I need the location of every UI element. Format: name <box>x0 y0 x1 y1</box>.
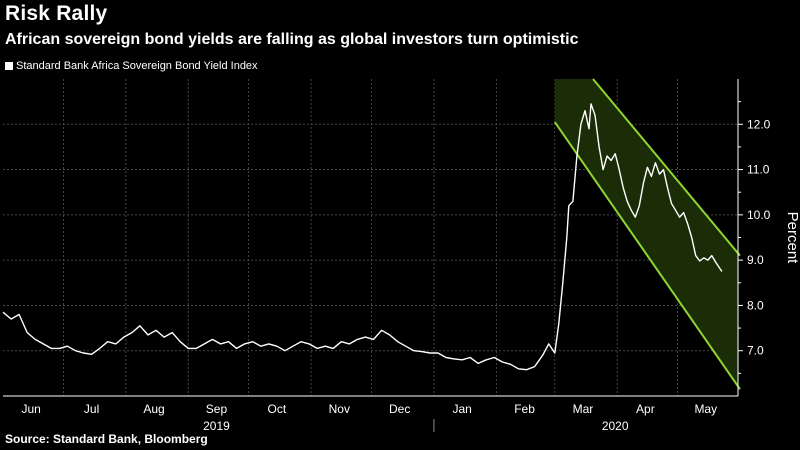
legend-label: Standard Bank Africa Sovereign Bond Yiel… <box>16 60 258 72</box>
x-tick-label: Jun <box>22 402 41 416</box>
x-tick-label: Jan <box>452 402 471 416</box>
series-line <box>2 103 723 371</box>
x-tick-label: Dec <box>389 402 410 416</box>
y-tick-label: 12.0 <box>747 117 771 131</box>
chart-title: Risk Rally <box>5 2 108 25</box>
x-tick-label: Jul <box>84 402 99 416</box>
y-axis-title: Percent <box>784 212 800 265</box>
chart-subtitle: African sovereign bond yields are fallin… <box>5 31 579 48</box>
x-tick-label: Apr <box>636 402 655 416</box>
channel-upper-line <box>592 78 741 257</box>
x-tick-label: Mar <box>573 402 594 416</box>
x-tick-label: Sep <box>206 402 228 416</box>
y-tick-label: 9.0 <box>747 253 764 267</box>
y-tick-label: 7.0 <box>747 344 764 358</box>
x-tick-label: Feb <box>514 402 535 416</box>
legend: Standard Bank Africa Sovereign Bond Yiel… <box>5 60 258 72</box>
x-tick-label: Oct <box>268 402 287 416</box>
channel-layer <box>553 78 741 390</box>
line-layer <box>2 103 723 371</box>
channel-lower-line <box>553 121 741 390</box>
channel-fill <box>554 79 738 387</box>
x-year-label: 2019 <box>203 419 230 433</box>
axis-layer: 7.0 8.0 9.0 10.0 11.0 12.0 Jun Jul Aug Sep Oct Nov D… <box>3 79 800 433</box>
legend-swatch <box>5 62 13 70</box>
x-tick-label: May <box>694 402 717 416</box>
source-note: Source: Standard Bank, Bloomberg <box>5 432 208 446</box>
x-tick-label: Nov <box>329 402 350 416</box>
x-year-label: 2020 <box>602 419 629 433</box>
y-tick-label: 11.0 <box>747 163 770 177</box>
y-tick-label: 8.0 <box>747 298 764 312</box>
y-tick-label: 10.0 <box>747 208 771 222</box>
x-tick-label: Aug <box>143 402 164 416</box>
